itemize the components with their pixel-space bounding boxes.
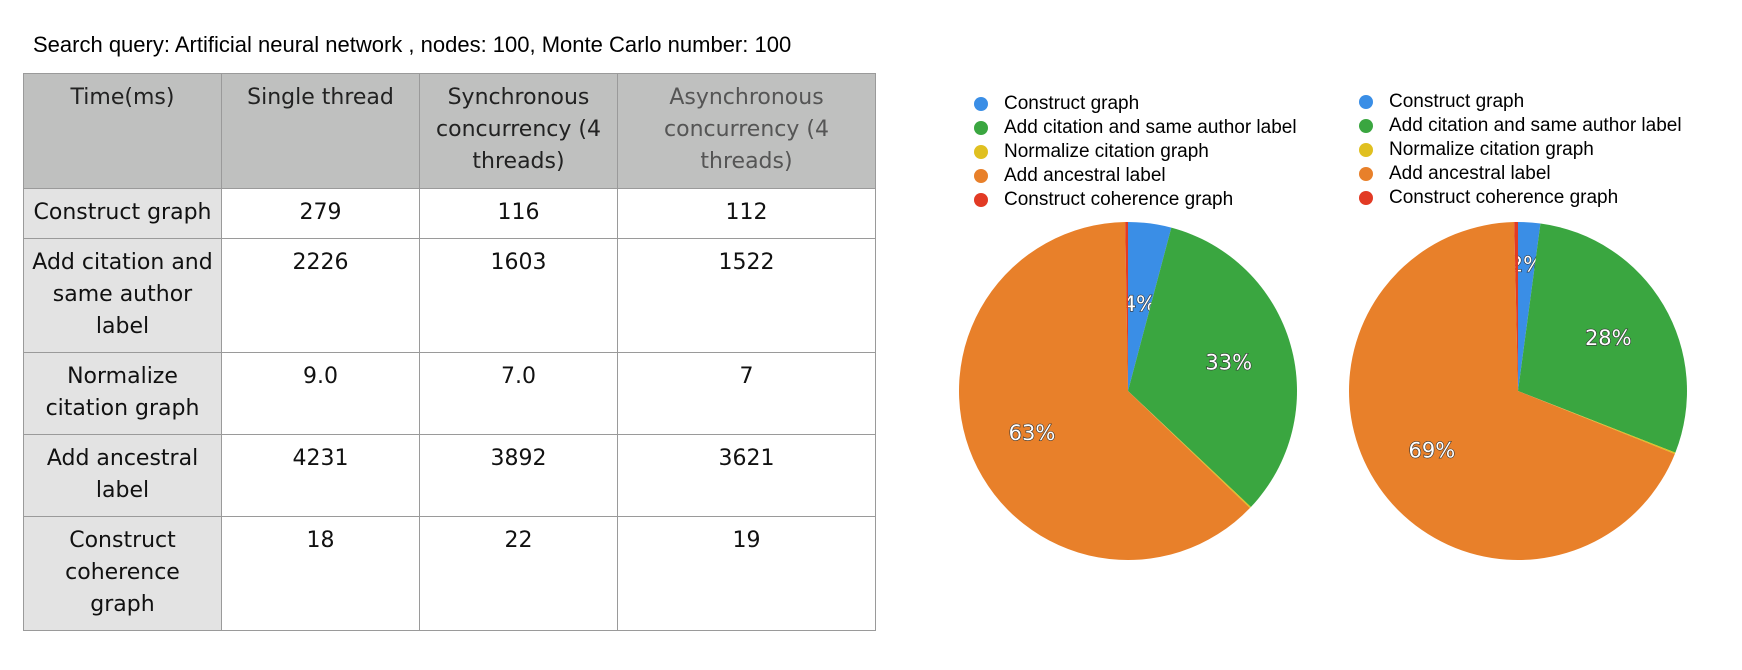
timing-table: Time(ms) Single thread Synchronous concu… — [23, 73, 876, 631]
legend-swatch — [1359, 191, 1373, 205]
legend-label: Construct coherence graph — [1389, 187, 1619, 208]
pie-slice — [1128, 391, 1251, 509]
table-caption: Search query: Artificial neural network … — [33, 32, 792, 57]
legend-swatch — [974, 145, 988, 159]
legend-item: Add citation and same author label — [1359, 114, 1682, 138]
row-label: Add ancestral label — [23, 434, 222, 517]
pie-slice — [1125, 222, 1128, 391]
legend-item: Construct coherence graph — [974, 188, 1297, 212]
pie-slice — [959, 222, 1250, 561]
legend-label: Normalize citation graph — [1004, 141, 1209, 162]
table-cell: 7 — [617, 352, 876, 435]
pie-data-label: 63% — [1009, 421, 1056, 445]
row-label: Add citation and same author label — [23, 238, 222, 353]
legend-item: Construct graph — [1359, 90, 1682, 114]
pie-slice — [1518, 391, 1676, 454]
legend-label: Construct coherence graph — [1004, 189, 1234, 210]
table-row: Construct coherence graph 18 22 19 — [23, 516, 876, 631]
pie-slice — [1514, 222, 1518, 391]
table-cell: 18 — [221, 516, 420, 631]
legend-item: Construct graph — [974, 92, 1297, 116]
legend-swatch — [1359, 95, 1373, 109]
table-cell: 7.0 — [419, 352, 618, 435]
legend-item: Normalize citation graph — [1359, 138, 1682, 162]
legend-item: Add citation and same author label — [974, 116, 1297, 140]
table-cell: 2226 — [221, 238, 420, 353]
table-cell: 19 — [617, 516, 876, 631]
table-header-row: Time(ms) Single thread Synchronous concu… — [23, 73, 876, 189]
legend-swatch — [974, 169, 988, 183]
pie-slice — [1518, 222, 1541, 391]
legend-item: Construct coherence graph — [1359, 186, 1682, 210]
legend-label: Construct graph — [1389, 91, 1525, 112]
table-cell: 22 — [419, 516, 618, 631]
table-row: Add citation and same author label 2226 … — [23, 238, 876, 353]
pie-data-label: 33% — [1205, 350, 1252, 374]
legend-label: Add ancestral label — [1004, 165, 1166, 186]
legend-swatch — [1359, 143, 1373, 157]
legend-item: Add ancestral label — [1359, 162, 1682, 186]
legend-swatch — [974, 193, 988, 207]
legend-swatch — [1359, 167, 1373, 181]
pie-data-label: 28% — [1585, 326, 1632, 350]
table-cell: 4231 — [221, 434, 420, 517]
header-time: Time(ms) — [23, 73, 222, 189]
table-row: Add ancestral label 4231 3892 3621 — [23, 434, 876, 517]
table-cell: 116 — [419, 188, 618, 239]
legend-label: Add citation and same author label — [1389, 115, 1682, 136]
pie-data-label: 69% — [1409, 439, 1456, 463]
legend-item: Add ancestral label — [974, 164, 1297, 188]
legend-item: Normalize citation graph — [974, 140, 1297, 164]
table-cell: 3892 — [419, 434, 618, 517]
legend-label: Add ancestral label — [1389, 163, 1551, 184]
header-synchronous: Synchronous concurrency (4 threads) — [419, 73, 618, 189]
table-cell: 1603 — [419, 238, 618, 353]
pie-chart-single-thread: 4%33%63% — [959, 222, 1298, 561]
table-row: Normalize citation graph 9.0 7.0 7 — [23, 352, 876, 435]
header-asynchronous: Asynchronous concurrency (4 threads) — [617, 73, 876, 189]
legend-swatch — [974, 97, 988, 111]
pie-legend-2: Construct graph Add citation and same au… — [1359, 90, 1682, 210]
pie-legend-1: Construct graph Add citation and same au… — [974, 92, 1297, 212]
legend-label: Normalize citation graph — [1389, 139, 1594, 160]
pie-slice — [1128, 222, 1172, 391]
table-cell: 9.0 — [221, 352, 420, 435]
legend-swatch — [1359, 119, 1373, 133]
header-single-thread: Single thread — [221, 73, 420, 189]
legend-label: Add citation and same author label — [1004, 117, 1297, 138]
pie-slice — [1128, 227, 1298, 507]
table-cell: 279 — [221, 188, 420, 239]
table-cell: 112 — [617, 188, 876, 239]
pie-slice — [1349, 222, 1675, 560]
row-label: Construct coherence graph — [23, 516, 222, 631]
pie-chart-asynchronous: 2%28%69% — [1349, 222, 1687, 560]
pie-slice — [1518, 223, 1687, 453]
legend-label: Construct graph — [1004, 93, 1140, 114]
legend-swatch — [974, 121, 988, 135]
table-cell: 3621 — [617, 434, 876, 517]
